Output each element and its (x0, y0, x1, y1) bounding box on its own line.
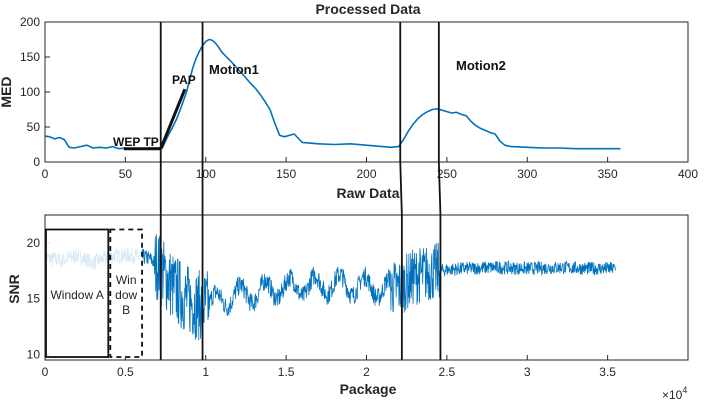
x-exponent-power: 4 (682, 385, 687, 395)
top-y-tick-label: 50 (27, 120, 41, 134)
bottom-y-tick-label: 20 (27, 236, 41, 250)
event-marker-line (399, 22, 403, 360)
bottom-y-axis-label: SNR (6, 274, 22, 304)
top-series-line (44, 38, 621, 150)
window-b-label: B (122, 303, 130, 317)
top-panel: Processed Data MED 0 50 100 150 200 250 300 350… (0, 1, 698, 181)
window-b-region (109, 228, 143, 358)
top-y-tick-label: 100 (20, 85, 40, 99)
bottom-x-tick-label: 3 (524, 365, 531, 379)
annotation-motion2: Motion2 (456, 58, 506, 73)
top-x-tick-label: 350 (598, 167, 618, 181)
bottom-chart-title: Raw Data (336, 185, 399, 201)
bottom-x-tick-label: 0 (42, 365, 49, 379)
x-exponent-base: ×10 (662, 388, 683, 402)
window-a-region (45, 228, 110, 358)
top-x-tick-label: 400 (678, 167, 698, 181)
top-y-axis-label: MED (0, 76, 14, 107)
bottom-x-axis-label: Package (340, 381, 397, 397)
bottom-y-tick-label: 10 (27, 347, 41, 361)
svg-text:×104: ×104 (662, 385, 687, 402)
bottom-x-tick-label: 3.5 (599, 365, 616, 379)
window-b-label: Win (116, 273, 137, 287)
top-x-tick-label: 50 (119, 167, 133, 181)
top-chart-title: Processed Data (315, 1, 420, 17)
x-exponent-label: ×104 (662, 385, 687, 402)
bottom-x-tick-label: 2.5 (439, 365, 456, 379)
top-ticks: 0 50 100 150 200 250 300 350 400 0 50 100 150 200 (20, 15, 698, 181)
top-x-tick-label: 200 (356, 167, 376, 181)
window-a-label: Window A (50, 288, 103, 302)
annotation-wep-tp: WEP TP (113, 135, 159, 149)
fit-segment (159, 88, 187, 150)
annotation-pap: PAP (172, 73, 196, 87)
top-x-tick-label: 100 (196, 167, 216, 181)
event-marker-line (437, 22, 442, 360)
bottom-x-tick-label: 1.5 (278, 365, 295, 379)
bottom-panel: Raw Data SNR Package 0 0.5 1 1.5 2 2.5 3 3.5 10 1… (6, 185, 689, 402)
bottom-x-tick-label: 2 (363, 365, 370, 379)
top-y-tick-label: 0 (33, 155, 40, 169)
top-axes-frame (44, 21, 689, 163)
bottom-y-tick-label: 15 (27, 292, 41, 306)
bottom-axes-frame (44, 214, 689, 361)
bottom-x-tick-label: 1 (202, 365, 209, 379)
window-b-label: dow (115, 288, 137, 302)
top-y-tick-label: 150 (20, 50, 40, 64)
top-x-tick-label: 0 (42, 167, 49, 181)
bottom-x-tick-label: 0.5 (117, 365, 134, 379)
top-y-tick-label: 200 (20, 15, 40, 29)
top-x-tick-label: 150 (276, 167, 296, 181)
bottom-ticks: 0 0.5 1 1.5 2 2.5 3 3.5 10 15 20 (27, 236, 689, 379)
top-x-tick-label: 300 (517, 167, 537, 181)
top-plot-area (44, 38, 621, 151)
top-x-tick-label: 250 (437, 167, 457, 181)
annotation-motion1: Motion1 (209, 62, 259, 77)
